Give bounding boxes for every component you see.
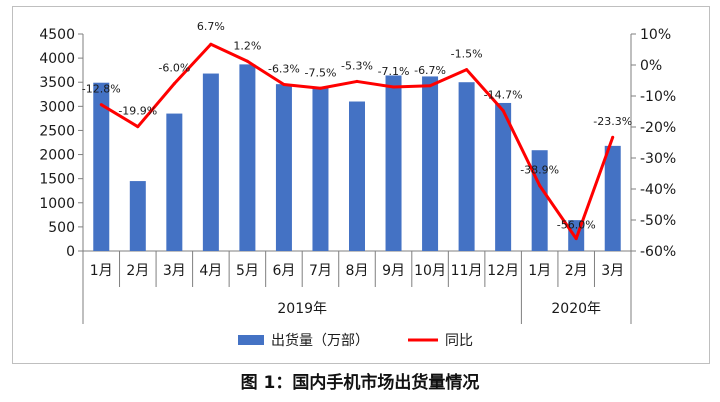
bar (385, 75, 402, 252)
y-left-tick-label: 1500 (39, 172, 75, 188)
y-right-tick-label: 10% (640, 27, 671, 43)
bar (312, 88, 329, 252)
year-group-label: 2020年 (551, 301, 601, 317)
y-right-tick-label: -20% (640, 120, 676, 136)
x-tick-label: 1月 (528, 263, 551, 279)
yoy-point (574, 237, 578, 241)
yoy-point (611, 135, 615, 139)
yoy-data-label: 1.2% (233, 39, 261, 52)
x-tick-label: 6月 (272, 263, 295, 279)
yoy-data-label: -6.0% (158, 62, 190, 75)
x-tick-label: 2月 (126, 263, 149, 279)
yoy-point (282, 83, 286, 87)
y-right-tick-label: -60% (640, 244, 676, 260)
y-left-tick-label: 0 (66, 244, 75, 260)
figure-caption: 图 1：国内手机市场出货量情况 (240, 373, 480, 393)
yoy-data-label: -6.7% (414, 64, 446, 77)
y-left-tick-label: 3000 (39, 99, 75, 115)
x-tick-label: 7月 (309, 263, 332, 279)
yoy-point (172, 82, 176, 86)
yoy-data-label: -12.8% (82, 83, 121, 96)
yoy-data-label: -6.3% (268, 63, 300, 76)
yoy-data-label: -56.0% (557, 219, 596, 232)
yoy-point (538, 184, 542, 188)
x-tick-label: 3月 (163, 263, 186, 279)
year-group-label: 2019年 (277, 301, 327, 317)
yoy-data-label: -23.3% (593, 115, 632, 128)
yoy-point (136, 125, 140, 129)
y-right-tick-label: -50% (640, 213, 676, 229)
y-left-tick-label: 4500 (39, 27, 75, 43)
yoy-point (392, 85, 396, 89)
x-tick-label: 9月 (382, 263, 405, 279)
yoy-point (465, 68, 469, 72)
y-right-tick-label: -10% (640, 89, 676, 105)
y-left-tick-label: 3500 (39, 75, 75, 91)
y-left-tick-label: 4000 (39, 51, 75, 67)
yoy-point (428, 84, 432, 88)
yoy-data-label: -7.5% (305, 66, 337, 79)
x-tick-label: 10月 (414, 263, 446, 279)
yoy-data-label: 6.7% (197, 20, 225, 33)
yoy-data-label: -5.3% (341, 59, 373, 72)
yoy-point (318, 86, 322, 90)
yoy-point (209, 42, 213, 46)
y-left-tick-label: 2000 (39, 148, 75, 164)
yoy-data-label: -14.7% (484, 89, 523, 102)
x-tick-label: 3月 (601, 263, 624, 279)
bar (202, 73, 219, 251)
bar (422, 76, 439, 252)
x-tick-label: 5月 (236, 263, 259, 279)
x-tick-label: 1月 (90, 263, 113, 279)
y-right-tick-label: -40% (640, 182, 676, 198)
chart-box: 0 500 1000 1500 2000 2500 3000 3500 4000 4500 -60%… (12, 6, 710, 364)
bar (239, 64, 256, 251)
yoy-point (99, 103, 103, 107)
bar (166, 113, 183, 251)
bar (604, 145, 621, 251)
bar (495, 102, 512, 251)
x-tick-label: 11月 (451, 263, 483, 279)
yoy-data-label: -1.5% (451, 48, 483, 61)
y-left-tick-label: 500 (48, 220, 75, 236)
yoy-point (501, 109, 505, 113)
legend-bar-swatch (238, 335, 264, 345)
legend-line-label: 同比 (445, 333, 473, 349)
bar (275, 84, 292, 251)
yoy-data-label: -19.9% (118, 105, 157, 118)
x-tick-label: 8月 (346, 263, 369, 279)
x-tick-label: 2月 (565, 263, 588, 279)
bar (458, 82, 475, 251)
yoy-point (245, 59, 249, 63)
yoy-data-label: -7.1% (378, 65, 410, 78)
x-tick-label: 12月 (487, 263, 519, 279)
x-tick-label: 4月 (199, 263, 222, 279)
yoy-point (355, 79, 359, 83)
y-left-tick-label: 1000 (39, 196, 75, 212)
bar (129, 181, 146, 251)
y-left-tick-label: 2500 (39, 123, 75, 139)
legend-bar-label: 出货量（万部） (271, 332, 369, 349)
yoy-data-label: -38.9% (520, 164, 559, 177)
bar (349, 101, 365, 251)
chart-svg: 0 500 1000 1500 2000 2500 3000 3500 4000 4500 -60%… (39, 20, 676, 349)
y-right-tick-label: 0% (640, 58, 662, 74)
y-right-tick-label: -30% (640, 151, 676, 167)
bar (93, 82, 110, 252)
